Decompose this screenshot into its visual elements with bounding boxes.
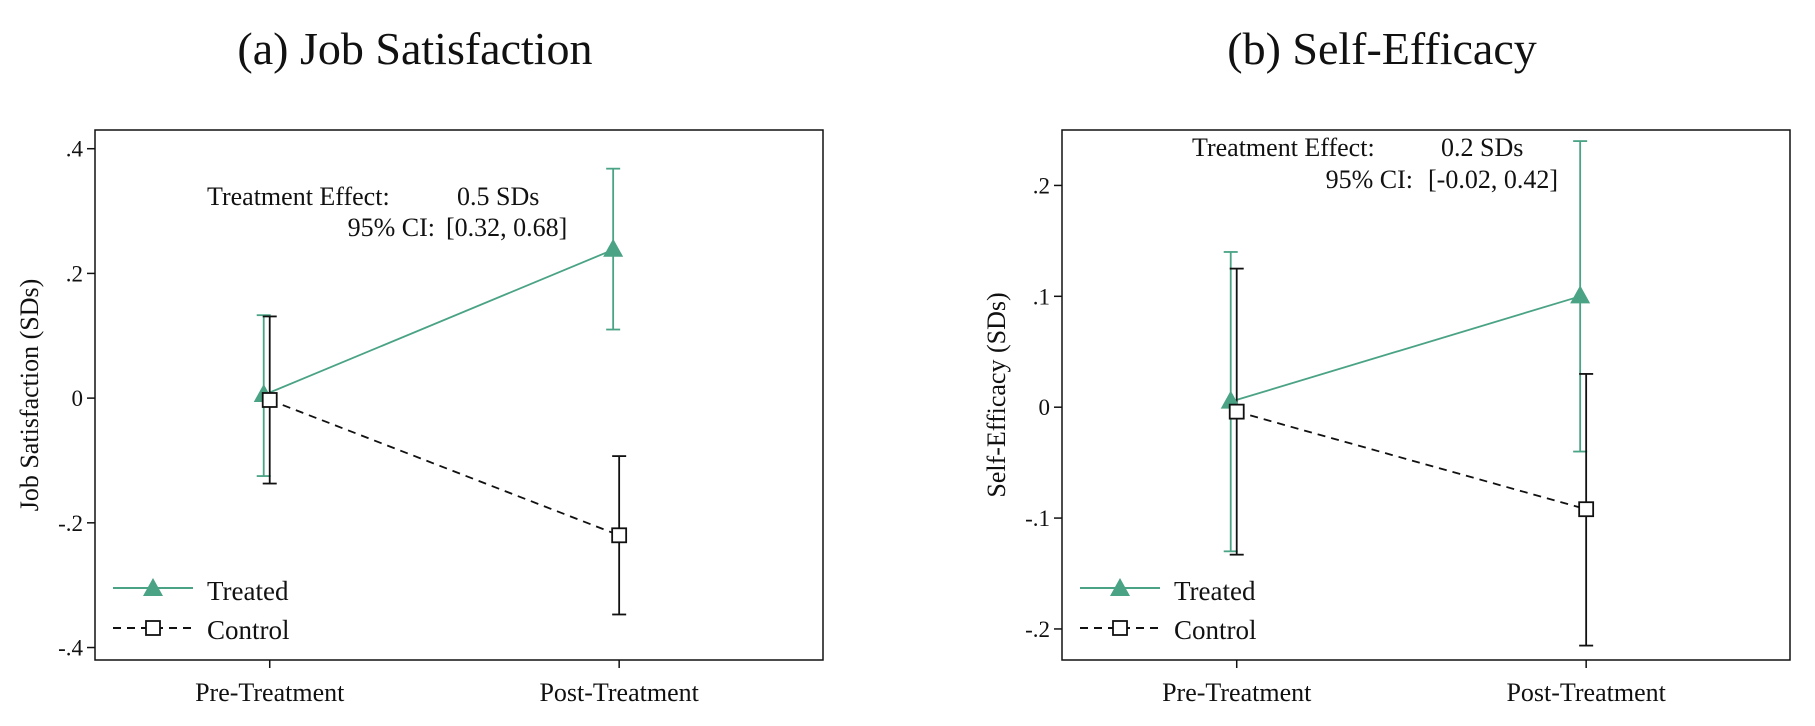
data-point-treated [603, 238, 624, 257]
annotation-effect-label: Treatment Effect: [207, 182, 390, 211]
data-point-treated [1570, 285, 1591, 304]
legend: Treated Control [1080, 576, 1257, 645]
y-tick-label: 0 [1039, 395, 1051, 420]
panel-job-satisfaction: (a) Job Satisfaction Job Satisfaction (S… [15, 23, 824, 707]
panel-self-efficacy: (b) Self-Efficacy Self-Efficacy (SDs) -.… [982, 23, 1791, 707]
annotation-ci-label: 95% CI: [348, 213, 435, 242]
annotation-box: Treatment Effect: 0.5 SDs 95% CI: [0.32,… [207, 182, 567, 242]
data-marks [1220, 140, 1595, 647]
y-ticks: -.4 -.2 0 .2 .4 [58, 137, 95, 661]
y-tick-label: .2 [1033, 173, 1050, 198]
series-line-treated [1230, 295, 1581, 403]
legend-control-label: Control [1174, 615, 1257, 645]
y-ticks: -.2 -.1 0 .1 .2 [1025, 173, 1062, 642]
annotation-box: Treatment Effect: 0.2 SDs 95% CI: [-0.02… [1192, 133, 1558, 194]
x-tick-label: Pre-Treatment [1162, 678, 1312, 707]
y-tick-label: .1 [1033, 284, 1050, 309]
y-tick-label: .2 [66, 261, 83, 286]
legend-treated-label: Treated [1174, 576, 1256, 606]
x-ticks: Pre-Treatment Post-Treatment [195, 660, 700, 707]
annotation-effect-label: Treatment Effect: [1192, 133, 1375, 162]
y-tick-label: -.2 [1025, 617, 1050, 642]
y-axis-label: Self-Efficacy (SDs) [982, 292, 1011, 497]
plot-frame [1061, 129, 1791, 661]
legend-treated-marker [143, 578, 163, 596]
plot-frame [94, 129, 824, 661]
legend-control-marker [145, 620, 161, 636]
annotation-effect-value: 0.5 SDs [457, 182, 539, 211]
series-line-control [269, 399, 620, 537]
x-tick-label: Post-Treatment [1506, 678, 1666, 707]
chart-title: (b) Self-Efficacy [1227, 23, 1537, 74]
data-marks [253, 167, 628, 616]
x-ticks: Pre-Treatment Post-Treatment [1162, 660, 1667, 707]
data-point-control [1578, 501, 1595, 518]
annotation-ci-label: 95% CI: [1326, 165, 1413, 194]
legend-control-label: Control [207, 615, 290, 645]
legend-treated-marker [1110, 578, 1130, 596]
series-line-treated [263, 248, 614, 396]
legend: Treated Control [113, 576, 290, 645]
data-point-control [611, 527, 628, 544]
data-point-control [261, 392, 278, 408]
y-axis-label: Job Satisfaction (SDs) [15, 279, 44, 512]
annotation-ci-value: [0.32, 0.68] [446, 213, 567, 242]
y-tick-label: 0 [72, 386, 84, 411]
y-tick-label: -.2 [58, 511, 83, 536]
x-tick-label: Post-Treatment [539, 678, 699, 707]
y-tick-label: -.4 [58, 636, 83, 661]
data-point-control [1228, 403, 1245, 420]
chart-title: (a) Job Satisfaction [237, 23, 592, 74]
series-line-control [1236, 410, 1587, 511]
y-tick-label: .4 [66, 137, 84, 162]
annotation-ci-value: [-0.02, 0.42] [1428, 165, 1558, 194]
legend-control-marker [1112, 620, 1128, 636]
legend-treated-label: Treated [207, 576, 289, 606]
y-tick-label: -.1 [1025, 506, 1050, 531]
annotation-effect-value: 0.2 SDs [1441, 133, 1523, 162]
x-tick-label: Pre-Treatment [195, 678, 345, 707]
